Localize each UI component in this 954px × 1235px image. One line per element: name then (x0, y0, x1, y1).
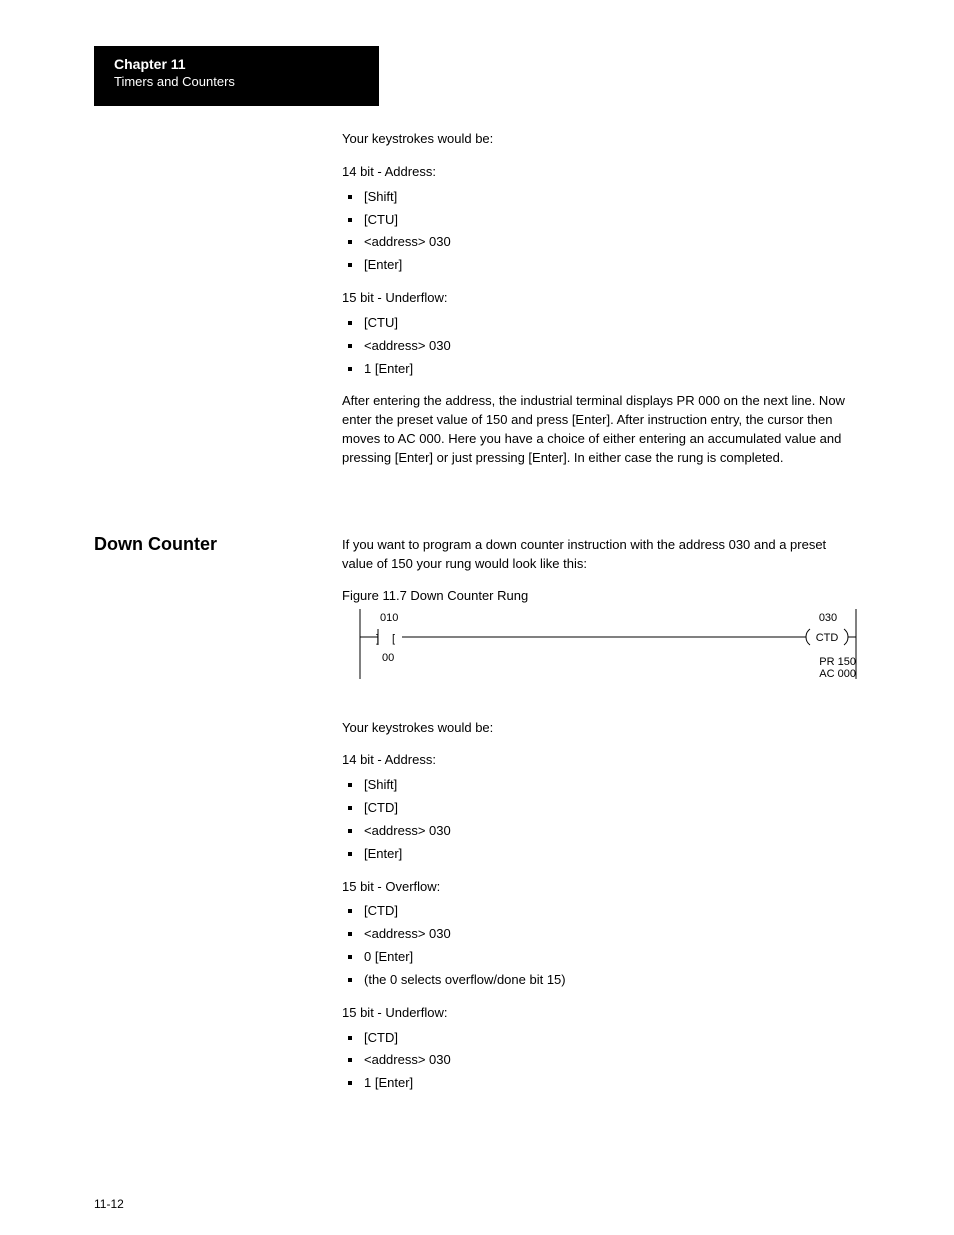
list-item: <address> 030 (342, 1051, 860, 1070)
para: 15 bit - Underflow: (342, 289, 860, 308)
list-item: [CTD] (342, 902, 860, 921)
list-item: 1 [Enter] (342, 1074, 860, 1093)
list-14bit: [Shift] [CTU] <address> 030 [Enter] (342, 188, 860, 275)
section-heading-down-counter: Down Counter (94, 534, 217, 555)
list-item: [CTD] (342, 1029, 860, 1048)
chapter-header: Chapter 11 Timers and Counters (94, 46, 379, 106)
para: If you want to program a down counter in… (342, 536, 860, 574)
list-item: <address> 030 (342, 925, 860, 944)
para: 15 bit - Overflow: (342, 878, 860, 897)
list-item: [Enter] (342, 845, 860, 864)
page: Chapter 11 Timers and Counters Your keys… (0, 0, 954, 1235)
list-item: [CTD] (342, 799, 860, 818)
ladder-diagram: ] [ 010 00 030 CTD PR 150 AC 000 (358, 609, 860, 699)
list-item: [CTU] (342, 314, 860, 333)
chapter-title: Timers and Counters (114, 74, 359, 89)
ladder-svg: ] [ 010 00 030 CTD PR 150 AC 000 (358, 609, 858, 689)
para: 14 bit - Address: (342, 163, 860, 182)
diag-ac: AC 000 (819, 668, 856, 680)
chapter-number: Chapter 11 (114, 56, 359, 72)
list-item: <address> 030 (342, 233, 860, 252)
list-14bit-b: [Shift] [CTD] <address> 030 [Enter] (342, 776, 860, 863)
list-item: 1 [Enter] (342, 360, 860, 379)
list-15bit: [CTU] <address> 030 1 [Enter] (342, 314, 860, 379)
list-item: [Shift] (342, 188, 860, 207)
list-item: [Enter] (342, 256, 860, 275)
list-item: <address> 030 (342, 337, 860, 356)
diag-left-top: 010 (380, 612, 398, 624)
list-item: <address> 030 (342, 822, 860, 841)
para: Your keystrokes would be: (342, 719, 860, 738)
list-item: [Shift] (342, 776, 860, 795)
diag-pr: PR 150 (819, 656, 856, 668)
diag-left-bot: 00 (382, 652, 394, 664)
list-15bit-overflow: [CTD] <address> 030 0 [Enter] (the 0 sel… (342, 902, 860, 989)
svg-text:]: ] (376, 633, 379, 645)
list-item: 0 [Enter] (342, 948, 860, 967)
body-col: Your keystrokes would be: 14 bit - Addre… (342, 130, 860, 1107)
list-item: (the 0 selects overflow/done bit 15) (342, 971, 860, 990)
para: 15 bit - Underflow: (342, 1004, 860, 1023)
para: Your keystrokes would be: (342, 130, 860, 149)
list-15bit-underflow: [CTD] <address> 030 1 [Enter] (342, 1029, 860, 1094)
diag-coil: CTD (816, 632, 839, 644)
page-number: 11-12 (94, 1197, 124, 1211)
diag-right-top: 030 (819, 612, 837, 624)
list-item: [CTU] (342, 211, 860, 230)
figure-label: Figure 11.7 Down Counter Rung (342, 588, 860, 603)
spacer (342, 482, 860, 536)
svg-text:[: [ (392, 633, 395, 645)
para: After entering the address, the industri… (342, 392, 860, 467)
para: 14 bit - Address: (342, 751, 860, 770)
